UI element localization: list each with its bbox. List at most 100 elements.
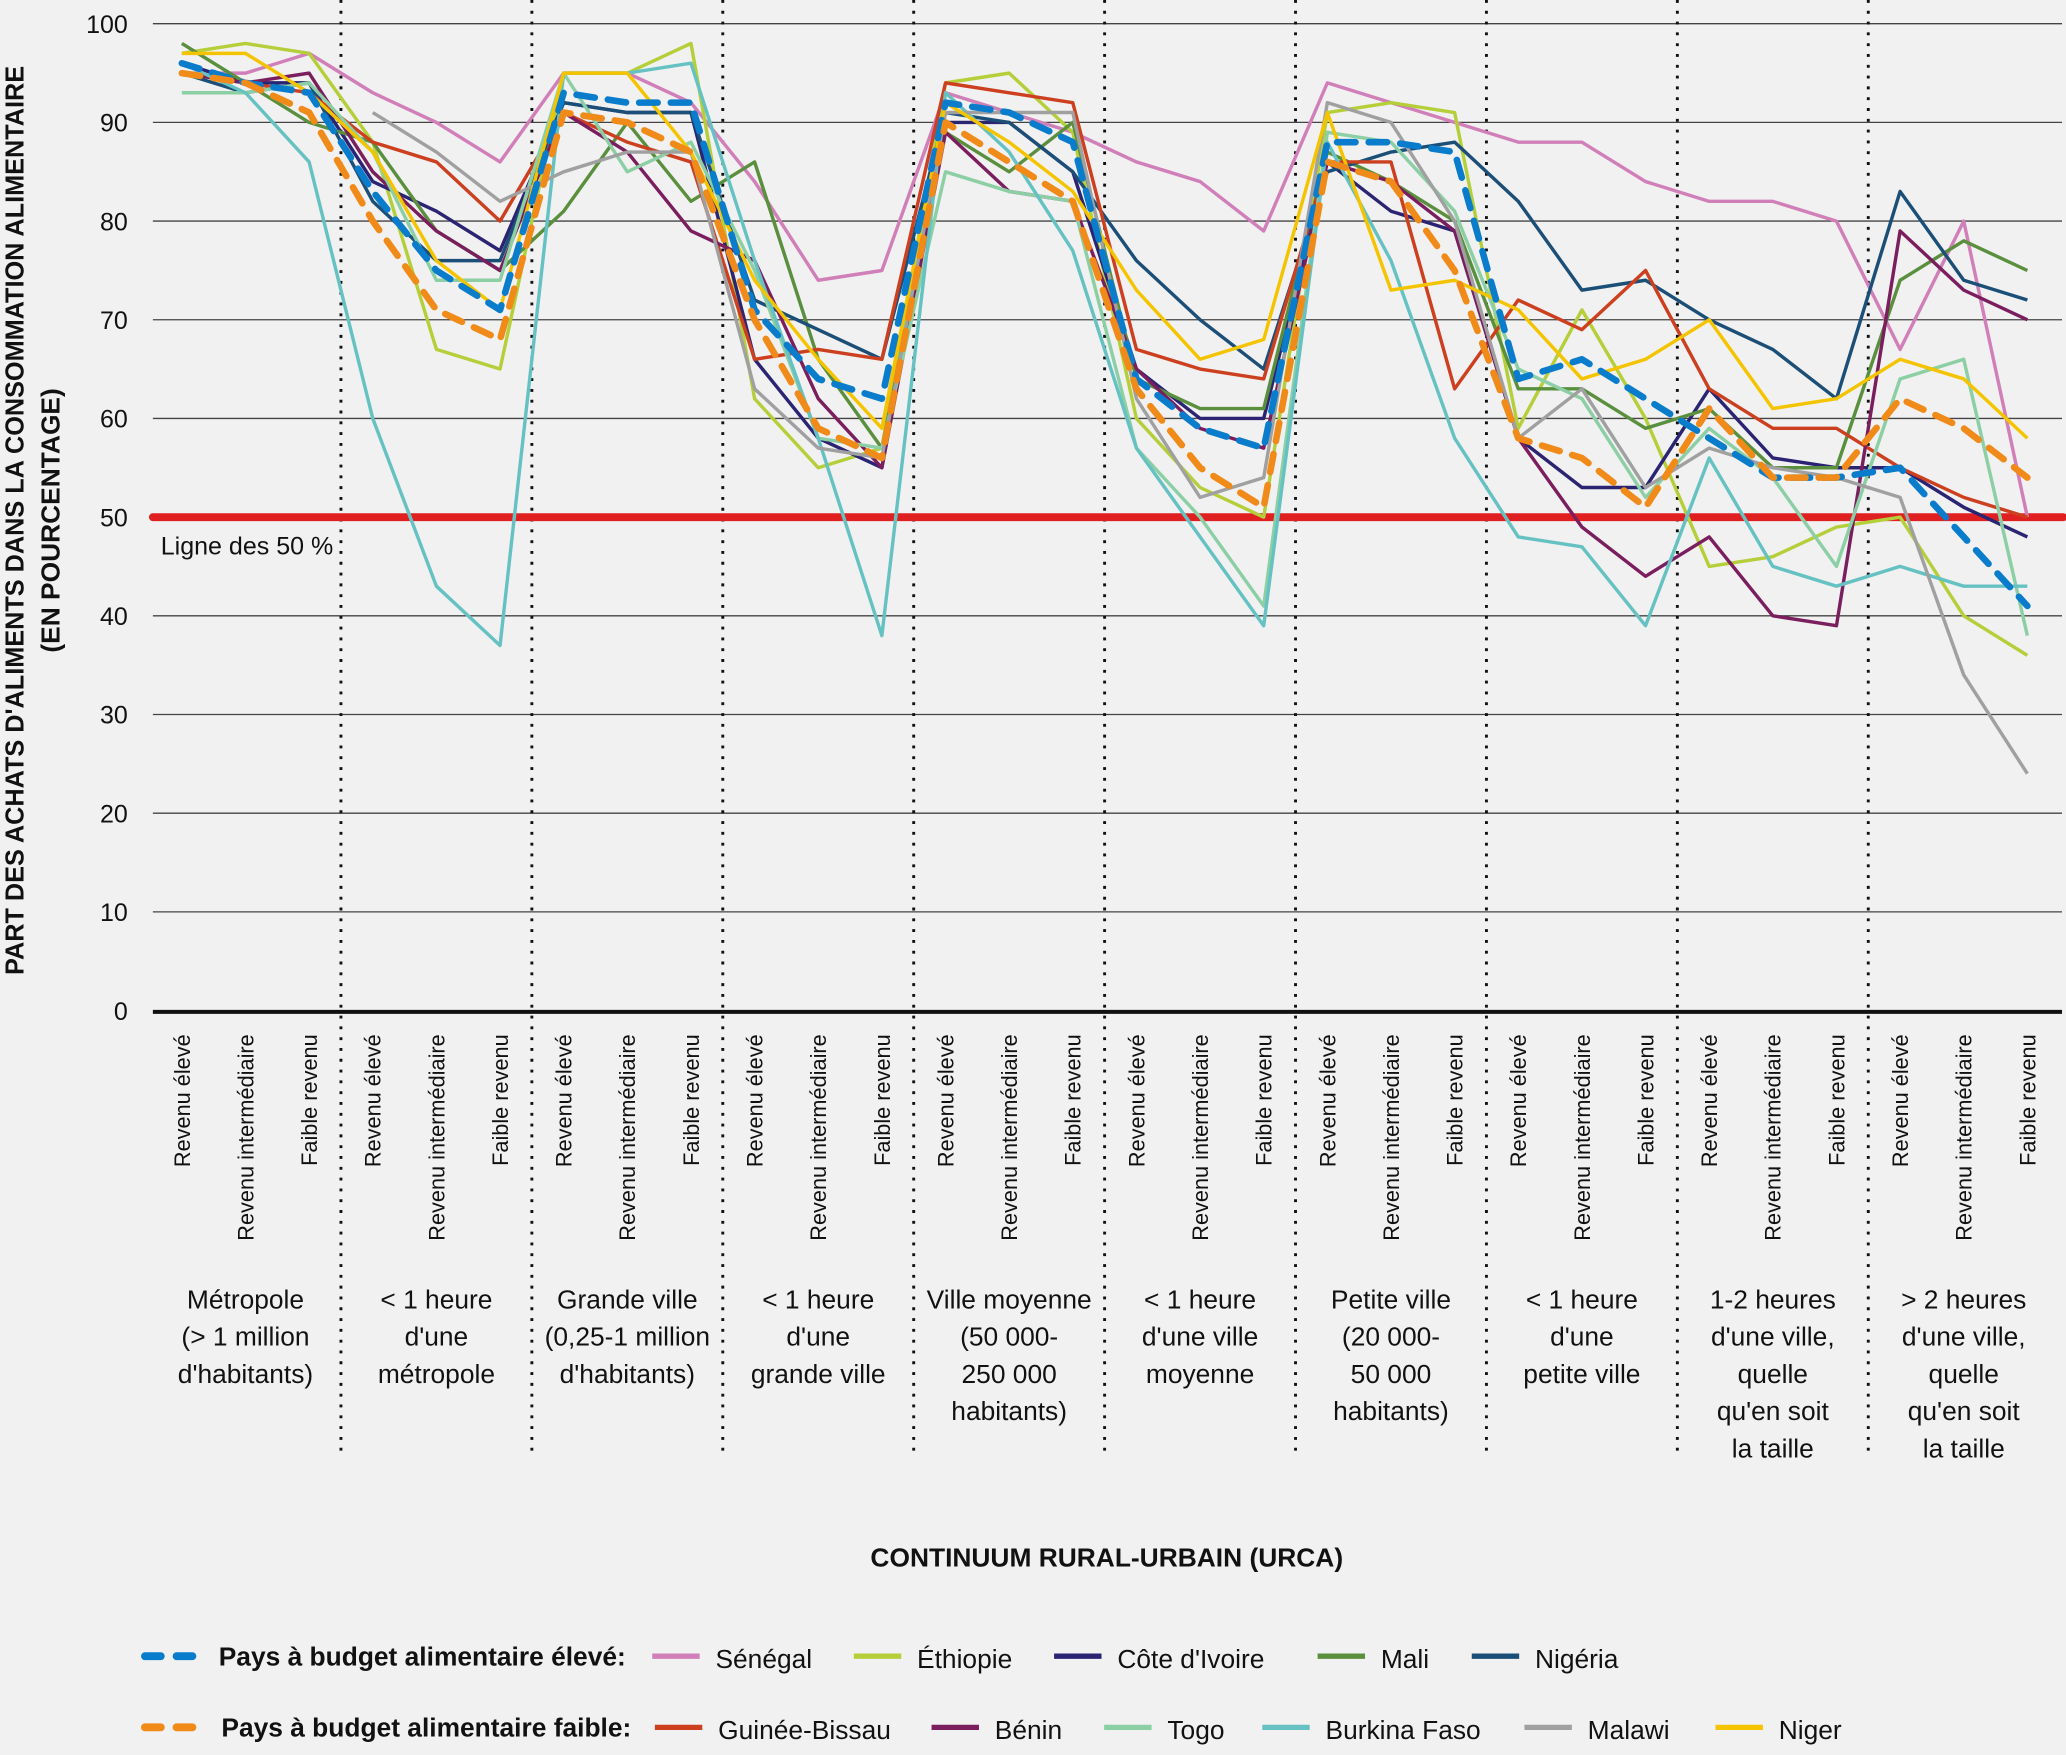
x-income-label: Faible revenu — [1633, 1034, 1658, 1166]
x-group-label: (20 000- — [1342, 1322, 1440, 1352]
x-income-label: Faible revenu — [297, 1034, 322, 1166]
legend-label: Côte d'Ivoire — [1117, 1644, 1264, 1674]
y-tick-label: 70 — [100, 307, 128, 335]
x-income-label: Revenu élevé — [552, 1034, 577, 1167]
x-income-label: Faible revenu — [870, 1034, 895, 1166]
x-income-label: Revenu intermédiaire — [615, 1034, 640, 1240]
x-axis-group-labels: Métropole (> 1 million d'habitants) < 1 heu… — [178, 1284, 2027, 1463]
y-tick-label: 50 — [100, 504, 128, 532]
x-group-label: Grande ville — [557, 1284, 698, 1314]
x-income-label: Revenu intermédiaire — [424, 1034, 449, 1240]
series-line-pays-budget-alimentaire-faible — [178, 69, 2031, 511]
x-income-label: Faible revenu — [2015, 1034, 2040, 1166]
x-group-label: quelle — [1738, 1359, 1808, 1389]
x-income-label: Revenu élevé — [1124, 1034, 1149, 1167]
x-income-label: Faible revenu — [1824, 1034, 1849, 1166]
x-group-label: d'une ville — [1142, 1322, 1258, 1352]
legend-label: Togo — [1167, 1715, 1224, 1745]
x-group-label: (50 000- — [960, 1322, 1058, 1352]
series-line-togo — [181, 71, 2030, 636]
reference-line-label: Ligne des 50 % — [161, 533, 333, 561]
y-tick-label: 10 — [100, 899, 128, 927]
x-group-label: Ville moyenne — [927, 1284, 1092, 1314]
legend-label: Malawi — [1588, 1715, 1670, 1745]
x-group-label: d'une ville, — [1711, 1322, 1835, 1352]
x-income-label: Faible revenu — [679, 1034, 704, 1166]
x-income-label: Revenu intermédiaire — [1570, 1034, 1595, 1240]
x-axis-title: CONTINUUM RURAL-URBAIN (URCA) — [870, 1543, 1343, 1573]
x-group-label: < 1 heure — [1144, 1284, 1256, 1314]
series-line-burkina-faso — [181, 61, 2028, 648]
x-group-label: d'habitants) — [178, 1359, 313, 1389]
x-income-label: Revenu élevé — [1506, 1034, 1531, 1167]
x-income-label: Revenu intermédiaire — [997, 1034, 1022, 1240]
x-group-label: 1-2 heures — [1710, 1284, 1836, 1314]
series-line-nig-ria — [181, 71, 2028, 401]
x-group-label: quelle — [1929, 1359, 1999, 1389]
x-group-label: qu'en soit — [1717, 1396, 1830, 1426]
x-group-label: d'une — [786, 1322, 850, 1352]
x-group-label: habitants) — [951, 1396, 1067, 1426]
y-tick-label: 0 — [114, 998, 128, 1026]
x-group-label: 50 000 — [1351, 1359, 1432, 1389]
x-group-label: (> 1 million — [181, 1322, 309, 1352]
x-income-label: Revenu élevé — [743, 1034, 768, 1167]
x-income-label: Revenu élevé — [933, 1034, 958, 1167]
x-group-label: petite ville — [1523, 1359, 1640, 1389]
y-tick-label: 20 — [100, 800, 128, 828]
x-income-label: Faible revenu — [488, 1034, 513, 1166]
x-income-label: Revenu intermédiaire — [1761, 1034, 1786, 1240]
x-group-label: métropole — [378, 1359, 495, 1389]
legend-label: Guinée-Bissau — [718, 1715, 891, 1745]
y-tick-label: 30 — [100, 702, 128, 730]
x-group-label: qu'en soit — [1908, 1396, 2021, 1426]
x-income-label: Revenu intermédiaire — [1379, 1034, 1404, 1240]
x-group-label: d'habitants) — [560, 1359, 695, 1389]
y-axis-title-line2: (EN POURCENTAGE) — [35, 388, 65, 652]
legend-label: Niger — [1779, 1715, 1842, 1745]
x-income-label: Revenu élevé — [1315, 1034, 1340, 1167]
series-line-guin-e-bissau — [181, 71, 2028, 519]
x-income-label: Revenu intermédiaire — [1952, 1034, 1977, 1240]
y-tick-label: 40 — [100, 603, 128, 631]
x-group-label: Petite ville — [1331, 1284, 1451, 1314]
x-income-label: Revenu élevé — [1697, 1034, 1722, 1167]
series-line-b-nin — [181, 71, 2029, 628]
legend: Pays à budget alimentaire élevé: Sénégal É… — [141, 1641, 1842, 1745]
y-tick-label: 80 — [100, 208, 128, 236]
legend-label-high-budget: Pays à budget alimentaire élevé: — [219, 1641, 626, 1671]
y-tick-label: 100 — [86, 11, 128, 39]
x-income-label: Faible revenu — [1443, 1034, 1468, 1166]
x-income-label: Revenu intermédiaire — [1188, 1034, 1213, 1240]
x-group-label: d'une ville, — [1902, 1322, 2026, 1352]
y-axis-ticks: 0 10 20 30 40 50 60 70 80 90 100 — [86, 11, 128, 1026]
x-axis-income-labels: Revenu élevé Revenu intermédiaire Faible r… — [170, 1034, 2041, 1240]
x-income-label: Revenu intermédiaire — [806, 1034, 831, 1240]
x-income-label: Revenu élevé — [361, 1034, 386, 1167]
x-group-label: (0,25-1 million — [545, 1322, 710, 1352]
x-group-label: d'une — [405, 1322, 469, 1352]
x-group-label: < 1 heure — [762, 1284, 874, 1314]
x-income-label: Faible revenu — [1061, 1034, 1086, 1166]
x-group-label: 250 000 — [962, 1359, 1057, 1389]
legend-label: Burkina Faso — [1326, 1715, 1481, 1745]
x-group-label: d'une — [1550, 1322, 1614, 1352]
x-income-label: Revenu élevé — [170, 1034, 195, 1167]
legend-label: Nigéria — [1535, 1644, 1619, 1674]
y-tick-label: 90 — [100, 110, 128, 138]
y-axis-title-line1: PART DES ACHATS D'ALIMENTS DANS LA CONSO… — [0, 66, 30, 975]
legend-label: Éthiopie — [917, 1644, 1012, 1674]
legend-label: Bénin — [995, 1715, 1062, 1745]
x-income-label: Revenu intermédiaire — [233, 1034, 258, 1240]
x-income-label: Faible revenu — [1252, 1034, 1277, 1166]
x-income-label: Revenu élevé — [1888, 1034, 1913, 1167]
x-group-label: grande ville — [751, 1359, 886, 1389]
x-group-label: la taille — [1923, 1433, 2005, 1463]
x-group-label: < 1 heure — [380, 1284, 492, 1314]
x-group-label: > 2 heures — [1901, 1284, 2026, 1314]
x-group-label: < 1 heure — [1526, 1284, 1638, 1314]
legend-label: Mali — [1381, 1644, 1429, 1674]
series-lines — [178, 41, 2031, 775]
y-tick-label: 60 — [100, 406, 128, 434]
